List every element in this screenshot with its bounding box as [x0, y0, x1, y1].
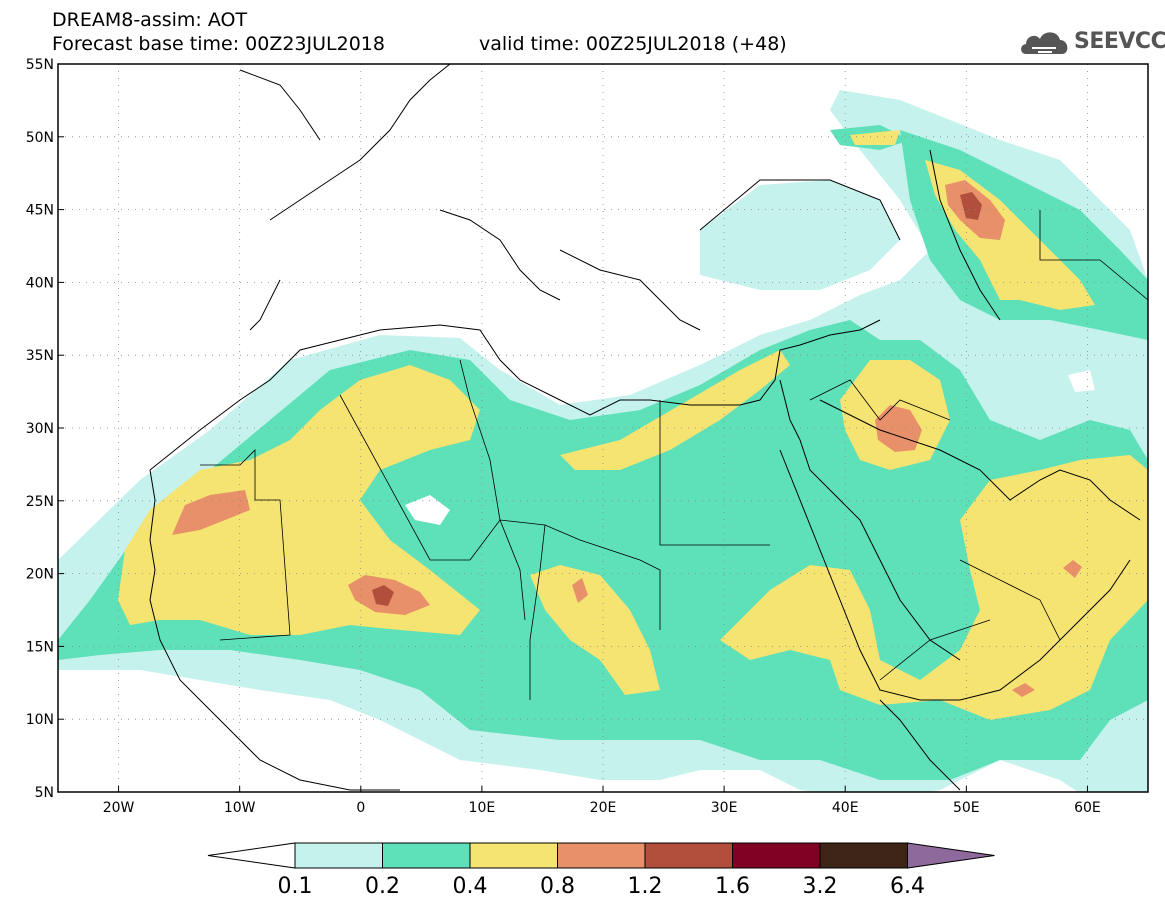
lat-tick-label: 40N — [26, 275, 54, 291]
lon-tick-label: 50E — [953, 800, 980, 816]
lat-tick-label: 20N — [26, 567, 54, 583]
lon-tick-label: 20E — [590, 800, 617, 816]
lat-tick-label: 5N — [35, 785, 54, 801]
longitude-labels: 20W 10W 0 10E 20E 30E 40E 50E 60E — [103, 786, 1101, 816]
lon-tick-label: 20W — [103, 800, 135, 816]
lon-tick-label: 40E — [832, 800, 859, 816]
aot-shading — [58, 90, 1148, 792]
lat-tick-label: 25N — [26, 494, 54, 510]
lon-tick-label: 30E — [711, 800, 738, 816]
logo-text: SEEVCCC — [1074, 29, 1165, 54]
lon-tick-label: 60E — [1074, 800, 1101, 816]
valid-time: valid time: 00Z25JUL2018 (+48) — [479, 33, 787, 55]
forecast-base-time: Forecast base time: 00Z23JUL2018 — [52, 33, 385, 55]
coastlines — [149, 63, 1141, 791]
graticule — [58, 63, 1148, 793]
lat-tick-label: 35N — [26, 348, 54, 364]
lat-tick-label: 45N — [26, 203, 54, 219]
country-borders — [200, 210, 1149, 700]
lon-tick-label: 0 — [356, 800, 365, 816]
latitude-labels: 55N 50N 45N 40N 35N 30N 25N 20N 15N 10N 5N — [26, 57, 64, 801]
lat-tick-label: 50N — [26, 130, 54, 146]
product-title: DREAM8-assim: AOT — [52, 9, 248, 31]
lat-tick-label: 15N — [26, 639, 54, 655]
lon-tick-label: 10W — [224, 800, 256, 816]
seevccc-logo: SEEVCCC — [1018, 24, 1165, 60]
lat-tick-label: 30N — [26, 421, 54, 437]
lat-tick-label: 55N — [26, 57, 54, 73]
lon-tick-label: 10E — [469, 800, 496, 816]
lat-tick-label: 10N — [26, 712, 54, 728]
cloud-icon — [1021, 32, 1068, 54]
